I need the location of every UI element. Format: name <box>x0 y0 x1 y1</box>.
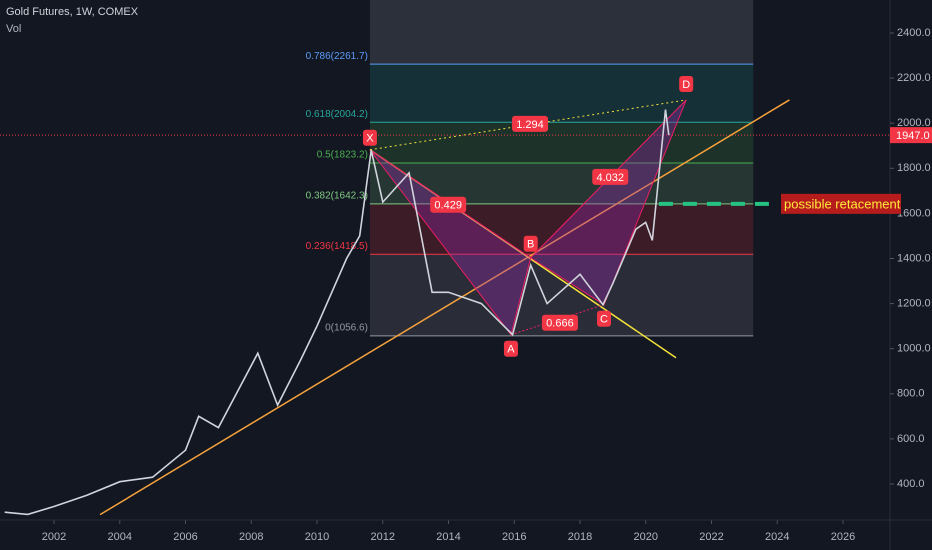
x-tick-label: 2008 <box>239 531 263 543</box>
chart-subtitle: Vol <box>6 23 21 35</box>
fib-top-band <box>369 0 754 65</box>
x-tick-label: 2010 <box>305 531 329 543</box>
point-label-box <box>596 310 611 327</box>
y-tick-label: 1800.0 <box>897 162 931 174</box>
ratio-box <box>541 314 578 331</box>
x-tick-label: 2012 <box>371 531 395 543</box>
point-label: C <box>600 314 608 326</box>
ratio-label: 0.429 <box>434 200 462 212</box>
x-tick-label: 2016 <box>502 531 526 543</box>
point-label-box <box>503 340 518 357</box>
fib-band <box>369 64 754 123</box>
x-tick-label: 2014 <box>436 531 460 543</box>
y-tick-label: 1000.0 <box>897 343 931 355</box>
y-tick-label: 600.0 <box>897 433 925 445</box>
point-label: B <box>527 239 534 251</box>
y-tick-label: 800.0 <box>897 388 925 400</box>
y-tick-label: 2000.0 <box>897 117 931 129</box>
retracement-label: possible retacement <box>784 196 901 211</box>
fib-label: 0.382(1642.3) <box>306 190 368 201</box>
retracement-box <box>781 193 901 214</box>
y-tick-label: 2200.0 <box>897 72 931 84</box>
price-line <box>4 109 670 516</box>
pattern-leg <box>530 99 687 259</box>
x-tick-label: 2022 <box>699 531 723 543</box>
x-tick-label: 2004 <box>108 531 132 543</box>
point-label-box <box>362 129 377 146</box>
point-label: D <box>682 79 690 91</box>
ratio-box <box>430 196 467 213</box>
point-label-box <box>679 75 694 92</box>
ratio-label: 1.294 <box>516 119 544 131</box>
price-tag <box>890 127 932 144</box>
x-tick-label: 2002 <box>42 531 66 543</box>
fib-label: 0.786(2261.7) <box>306 51 368 62</box>
y-tick-label: 1400.0 <box>897 252 931 264</box>
y-tick-label: 1200.0 <box>897 297 931 309</box>
ratio-box <box>592 168 629 185</box>
point-label: X <box>366 133 374 145</box>
fib-band <box>369 122 754 164</box>
fib-label: 0.236(1418.5) <box>306 241 368 252</box>
ratio-label: 0.666 <box>546 318 574 330</box>
price-tag-label: 1947.0 <box>896 130 930 142</box>
y-tick-label: 2400.0 <box>897 27 931 39</box>
fib-label: 0.5(1823.2) <box>317 150 368 161</box>
fib-label: 0.618(2004.2) <box>306 109 368 120</box>
y-tick-label: 1600.0 <box>897 207 931 219</box>
chart-title: Gold Futures, 1W, COMEX <box>6 6 139 18</box>
point-label: A <box>507 344 515 356</box>
x-tick-label: 2020 <box>634 531 658 543</box>
fib-label: 0(1056.6) <box>325 323 368 334</box>
x-tick-label: 2006 <box>173 531 197 543</box>
x-tick-label: 2018 <box>568 531 592 543</box>
point-label-box <box>523 235 538 252</box>
ratio-box <box>512 115 549 132</box>
ratio-label: 4.032 <box>596 172 624 184</box>
trend-line <box>99 99 790 516</box>
x-tick-label: 2024 <box>765 531 789 543</box>
x-tick-label: 2026 <box>831 531 855 543</box>
y-tick-label: 400.0 <box>897 478 925 490</box>
